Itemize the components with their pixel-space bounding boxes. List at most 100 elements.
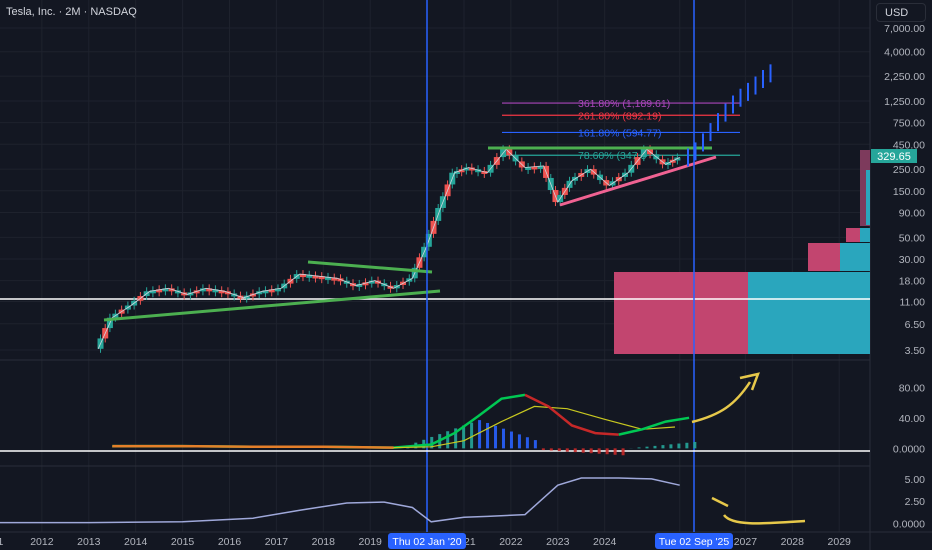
volume-profile (614, 150, 870, 354)
candle-body (312, 275, 319, 279)
osc-hist-bar (446, 431, 450, 449)
osc-tick: 40.00 (899, 413, 925, 425)
osc-fast-line-recovery (618, 416, 690, 436)
year-tick: 2024 (593, 536, 617, 548)
year-tick: 011 (0, 536, 4, 548)
year-tick: 2015 (171, 536, 195, 548)
osc-hist-bar (685, 442, 689, 449)
osc-hist-bar (501, 428, 505, 449)
osc-hist-bar (605, 448, 609, 455)
time-marker-2025: Tue 02 Sep '25 (659, 536, 730, 548)
year-tick: 2014 (124, 536, 148, 548)
year-tick: 2019 (359, 536, 383, 548)
candle-body (199, 288, 206, 292)
price-tick: 750.00 (893, 118, 925, 130)
candle-body (356, 283, 363, 287)
price-tick: 6.50 (905, 319, 926, 331)
osc-tick: 80.00 (899, 382, 925, 394)
year-tick: 2023 (546, 536, 570, 548)
osc-hist-bar (613, 448, 617, 455)
osc-hist-bar (509, 431, 513, 449)
price-tick: 1,250.00 (884, 96, 925, 108)
osc-hist-bar (533, 440, 537, 449)
candle-body (481, 170, 488, 174)
candle-body (268, 289, 275, 293)
lower-tick: 0.0000 (893, 519, 925, 531)
osc-hist-bar (557, 448, 561, 452)
candle-body (463, 167, 470, 171)
price-tick: 2,250.00 (884, 71, 925, 83)
fib-level-label: 261.80% (892.19) (578, 110, 661, 122)
last-price-label: 329.65 (877, 151, 911, 163)
year-tick: 2022 (499, 536, 523, 548)
osc-hist-bar (454, 428, 458, 449)
candle-body (368, 280, 375, 284)
osc-hist-bar (470, 422, 474, 449)
osc-hist-bar (621, 448, 625, 456)
oscillator-panel (0, 372, 870, 456)
candle-body (274, 288, 281, 292)
osc-hist-bar (462, 425, 466, 449)
osc-hist-bar (517, 434, 521, 449)
osc-hist-bar (677, 443, 681, 449)
osc-hist-bar (486, 422, 490, 449)
annotation-arrowhead (739, 372, 760, 391)
price-tick: 3.50 (905, 345, 926, 357)
price-tick: 250.00 (893, 164, 925, 176)
osc-hist-bar (525, 437, 529, 449)
year-tick: 2013 (77, 536, 101, 548)
price-tick: 11.00 (900, 296, 926, 308)
currency-button[interactable]: USD (876, 3, 926, 22)
price-tick: 18.00 (899, 276, 925, 288)
osc-hist-bar (541, 448, 545, 451)
candle-body (193, 290, 200, 294)
osc-hist-bar (573, 448, 577, 453)
price-tick: 30.00 (899, 254, 925, 266)
lower-panel (0, 477, 806, 525)
lower-indicator-line (0, 477, 680, 524)
candle-body (531, 166, 538, 170)
time-marker-badge-2025 (655, 533, 733, 549)
price-tick: 150.00 (893, 186, 925, 198)
price-tick: 90.00 (899, 207, 925, 219)
candle-body (156, 289, 163, 293)
osc-fast-line-bearish (524, 393, 619, 436)
year-tick: 2016 (218, 536, 242, 548)
candle-body (187, 292, 194, 296)
annotation-arrow (691, 381, 752, 424)
osc-hist-bar (565, 448, 569, 452)
candle-body (318, 276, 325, 280)
fib-level-label: 161.80% (594.77) (578, 127, 661, 139)
lower-tick: 5.00 (905, 474, 926, 486)
year-tick: 2029 (828, 536, 852, 548)
price-tick: 7,000.00 (884, 23, 925, 35)
fib-extension: 361.80% (1,189.61)261.80% (892.19) 161.80… (502, 98, 740, 162)
projection-curve (722, 514, 806, 525)
upper-trendline (307, 260, 433, 274)
time-marker-2020: Thu 02 Jan '20 (392, 536, 461, 548)
osc-hist-bar (581, 448, 585, 453)
lower-trendline (103, 289, 441, 322)
price-axis: 7,000.00 4,000.00 2,250.00 1,250.00 750.00 45… (884, 23, 925, 531)
candle-body (525, 166, 532, 170)
osc-hist-bar (653, 445, 657, 449)
candle-body (262, 290, 269, 294)
grid-lines (0, 0, 870, 532)
osc-hist-bar (430, 436, 434, 449)
candle-body (212, 289, 219, 293)
candle-body (331, 277, 338, 281)
last-price-badge (871, 149, 917, 163)
fib-level-label: 361.80% (1,189.61) (578, 98, 670, 110)
candle-body (537, 165, 544, 169)
osc-hist-bar (589, 448, 593, 454)
osc-fast-line-early (112, 444, 394, 449)
candle-body (453, 170, 460, 174)
candle-body (458, 169, 465, 173)
price-tick: 450.00 (893, 139, 925, 151)
candle-body (468, 167, 475, 171)
rising-trendline (559, 155, 717, 207)
price-tick: 50.00 (899, 232, 925, 244)
symbol-title: Tesla, Inc. · 2M · NASDAQ (6, 6, 137, 18)
osc-hist-bar (597, 448, 601, 454)
